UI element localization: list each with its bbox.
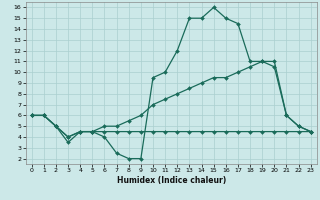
X-axis label: Humidex (Indice chaleur): Humidex (Indice chaleur) [116, 176, 226, 185]
